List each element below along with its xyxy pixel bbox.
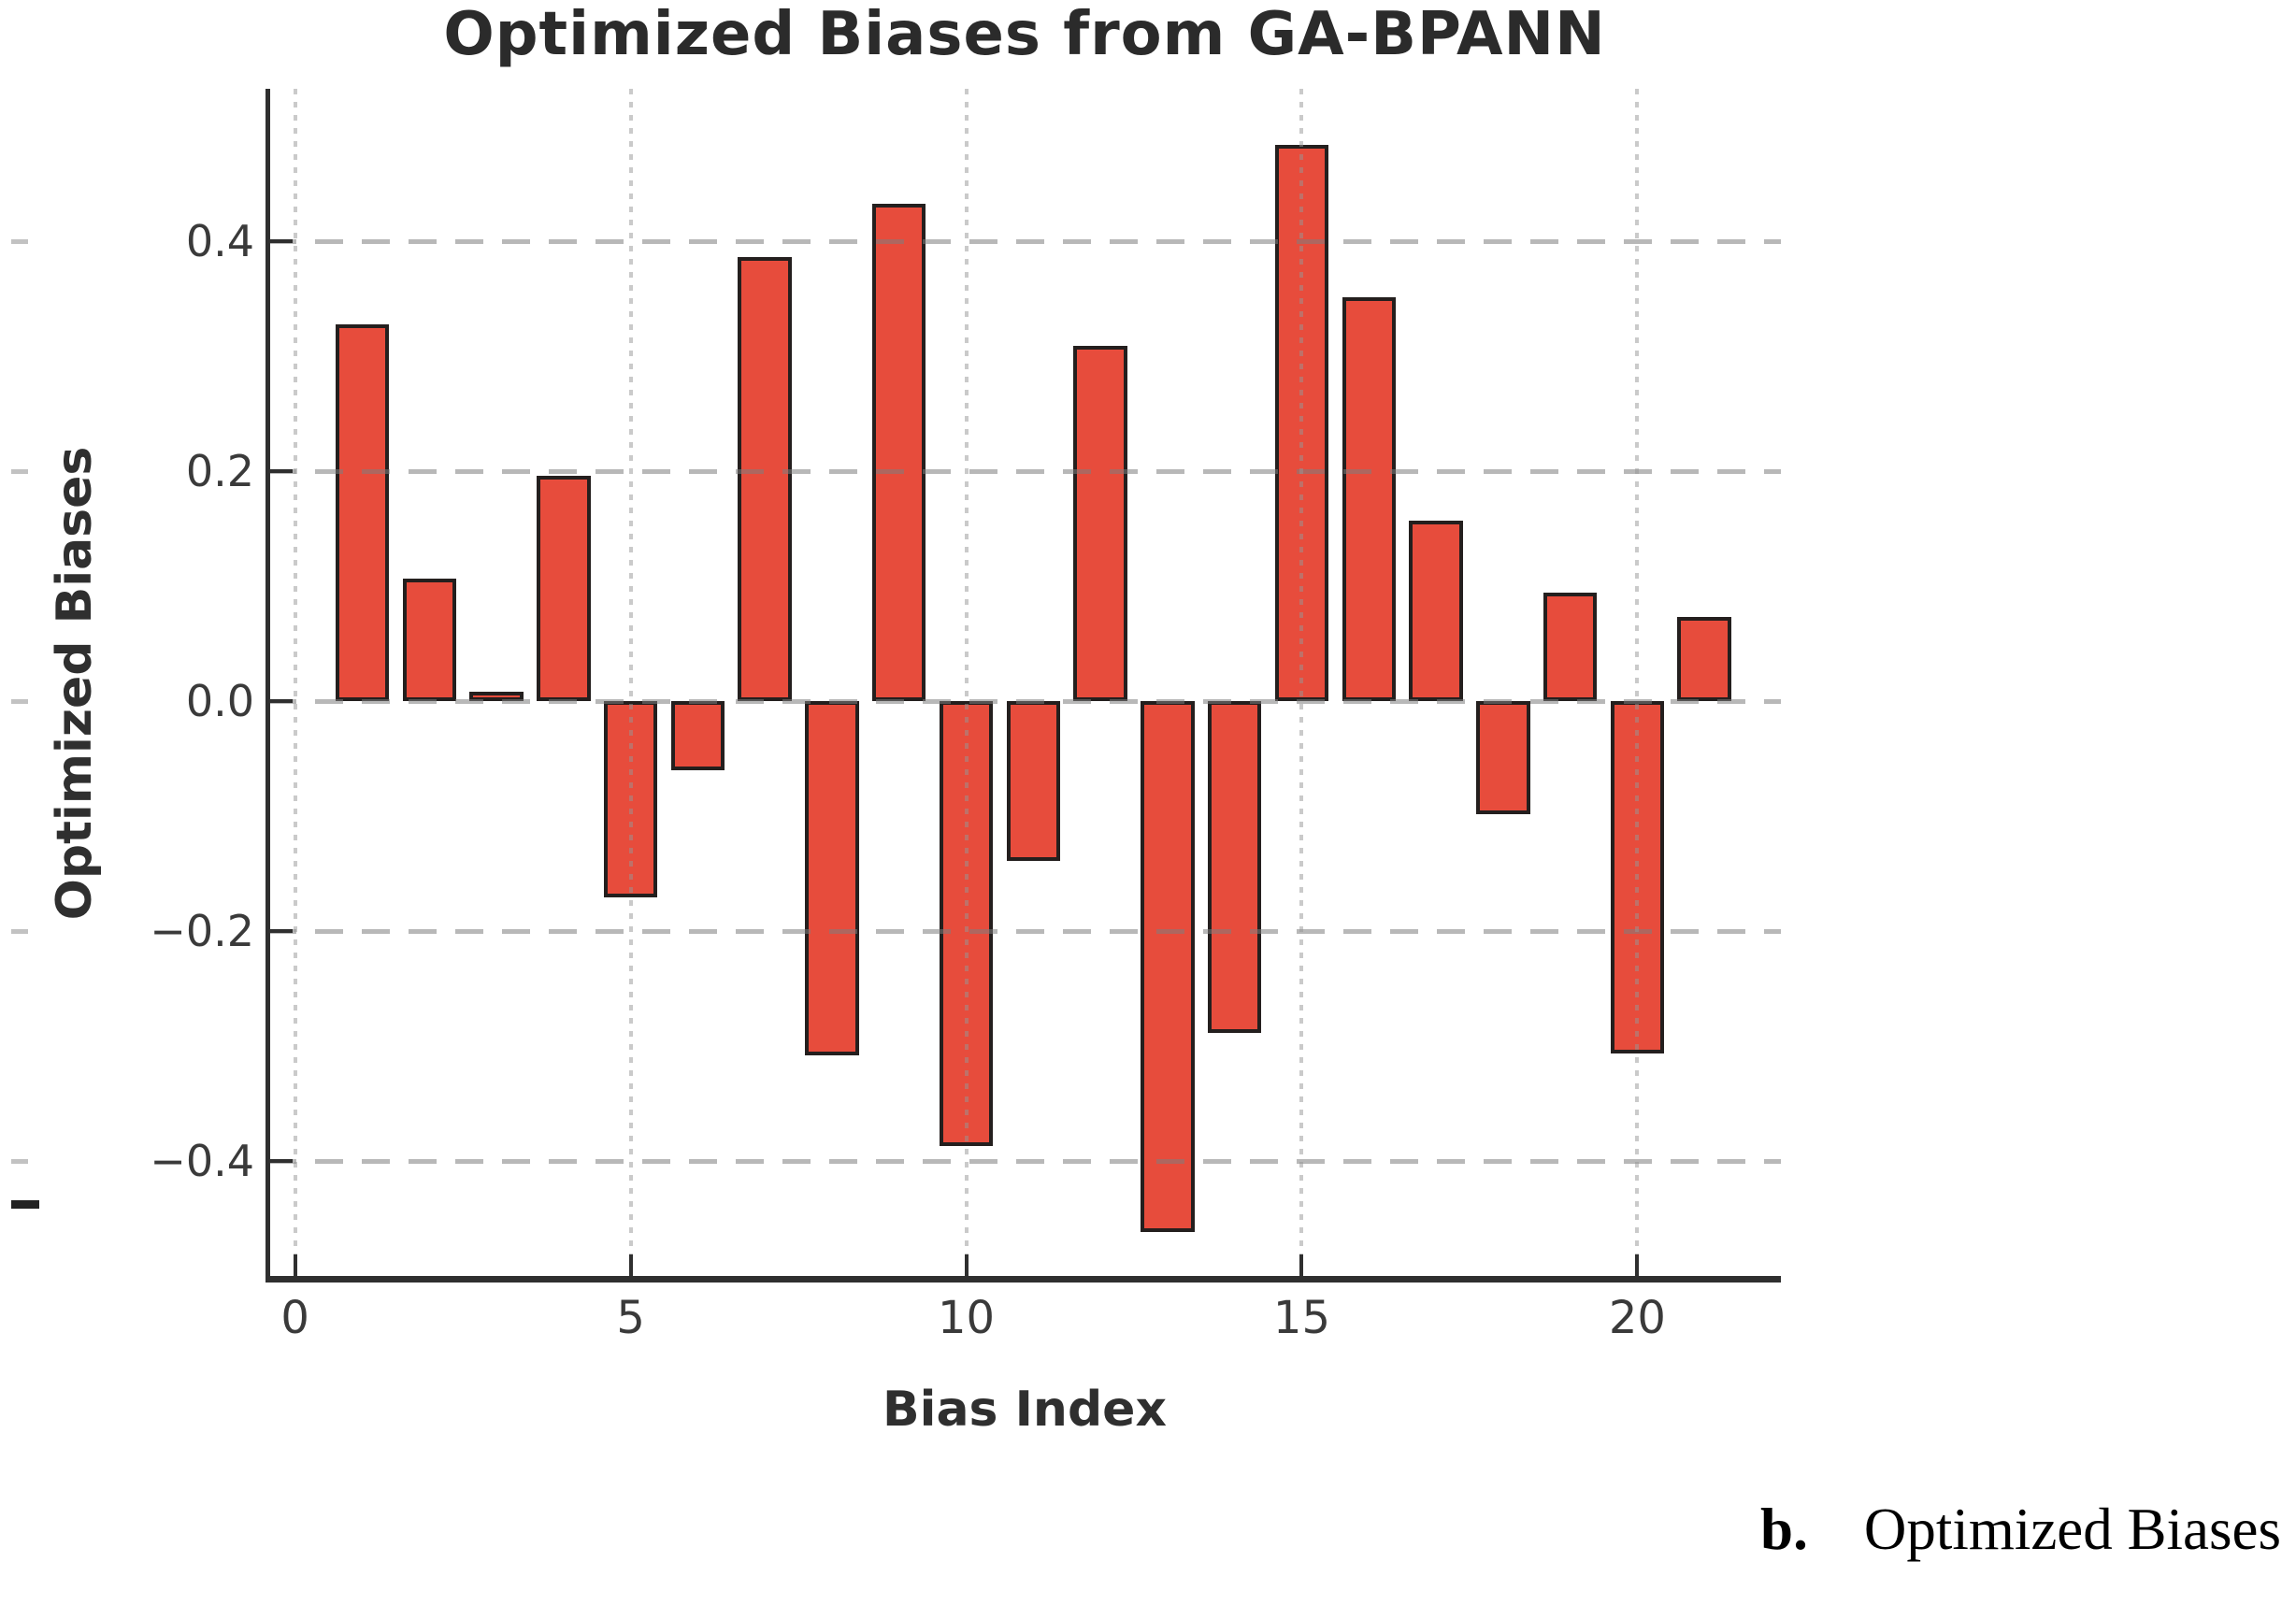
cropped-neighbor-tick-mark — [11, 238, 28, 244]
y-axis-spine — [265, 89, 270, 1283]
y-tick-mark — [270, 468, 293, 473]
bar — [1006, 700, 1061, 862]
chart-title: Optimized Biases from GA-BPANN — [443, 0, 1606, 69]
x-tick-label: 20 — [1608, 1292, 1666, 1344]
bar — [1543, 593, 1598, 701]
vertical-gridline — [964, 89, 969, 1279]
x-tick-mark — [1635, 1254, 1640, 1277]
y-tick-mark — [270, 929, 293, 934]
y-tick-mark — [270, 1159, 293, 1164]
x-tick-mark — [964, 1254, 969, 1277]
bar — [402, 579, 456, 701]
y-tick-label: 0.0 — [185, 675, 254, 726]
y-axis-label: Optimized Biases — [47, 446, 103, 921]
x-tick-label: 10 — [938, 1292, 996, 1344]
bar — [335, 324, 390, 701]
cropped-neighbor-axis-mark — [11, 1200, 39, 1209]
y-tick-label: 0.4 — [185, 215, 254, 266]
vertical-gridline — [628, 89, 633, 1279]
bar — [1342, 296, 1396, 701]
y-tick-label: −0.4 — [150, 1136, 254, 1187]
horizontal-gridline — [268, 468, 1781, 474]
vertical-gridline — [1299, 89, 1304, 1279]
cropped-neighbor-tick-mark — [11, 468, 28, 474]
bar — [670, 700, 725, 770]
cropped-neighbor-tick-mark — [11, 1159, 28, 1165]
horizontal-gridline — [268, 698, 1781, 704]
x-tick-label: 0 — [280, 1292, 309, 1344]
figure-caption: b. Optimized Biases — [1760, 1496, 2281, 1564]
x-axis-label: Bias Index — [882, 1382, 1167, 1438]
bar — [1677, 617, 1731, 701]
bar — [1207, 700, 1262, 1033]
bar — [738, 256, 792, 701]
y-tick-label: 0.2 — [185, 445, 254, 496]
bar — [1409, 520, 1463, 701]
cropped-neighbor-tick-mark — [11, 698, 28, 704]
bar — [537, 475, 591, 701]
bar — [1141, 700, 1195, 1232]
x-tick-mark — [293, 1254, 297, 1277]
figure-caption-label: b. — [1760, 1497, 1808, 1562]
y-tick-mark — [270, 698, 293, 703]
horizontal-gridline — [268, 1159, 1781, 1165]
x-axis-spine — [265, 1276, 1781, 1283]
x-tick-label: 5 — [616, 1292, 645, 1344]
horizontal-gridline — [268, 238, 1781, 244]
cropped-neighbor-tick-mark — [11, 929, 28, 935]
y-tick-label: −0.2 — [150, 906, 254, 957]
bar — [1073, 345, 1127, 701]
vertical-gridline — [1635, 89, 1640, 1279]
bar — [1476, 700, 1530, 814]
x-tick-mark — [1299, 1254, 1304, 1277]
horizontal-gridline — [268, 929, 1781, 935]
figure-caption-text: Optimized Biases — [1863, 1497, 2281, 1562]
y-tick-mark — [270, 238, 293, 243]
bar — [805, 700, 859, 1056]
plot-area — [268, 89, 1781, 1279]
vertical-gridline — [293, 89, 297, 1279]
x-tick-label: 15 — [1272, 1292, 1330, 1344]
x-tick-mark — [628, 1254, 633, 1277]
bar — [872, 204, 926, 701]
